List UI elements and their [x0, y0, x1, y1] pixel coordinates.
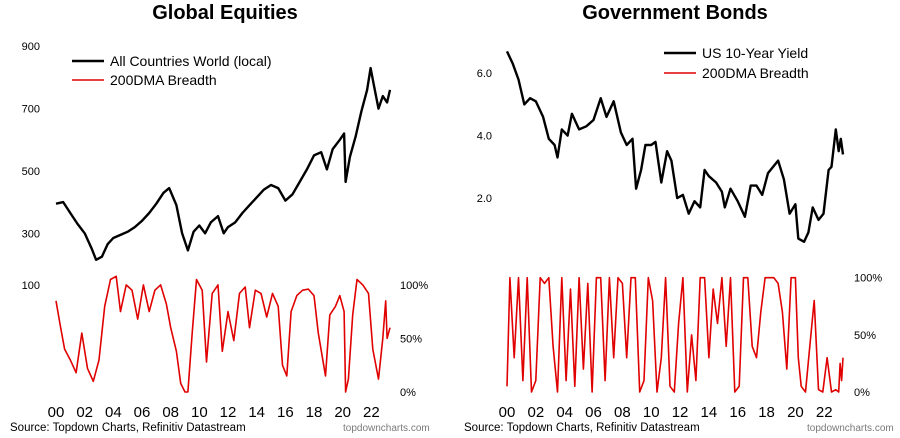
- series-line-us-10-year-yield: [505, 50, 845, 243]
- chart-title: Government Bonds: [582, 2, 768, 24]
- x-tick-label: 22: [363, 404, 380, 421]
- x-tick-label: 20: [334, 404, 351, 421]
- y-tick-label: 700: [22, 104, 40, 116]
- series-line-200dma-breadth: [506, 276, 844, 393]
- y-tick-label: 900: [22, 41, 40, 53]
- x-tick-label: 02: [76, 404, 93, 421]
- source-note: Source: Topdown Charts, Refinitiv Datast…: [464, 422, 700, 434]
- y-tick-label: 4.0: [477, 131, 492, 143]
- x-tick-label: 16: [277, 404, 294, 421]
- legend: US 10-Year Yield 200DMA Breadth: [664, 45, 809, 81]
- x-tick-label: 00: [48, 404, 65, 421]
- x-tick-label: 02: [527, 404, 544, 421]
- x-tick-label: 22: [816, 404, 833, 421]
- y-tick-label-right: 50%: [854, 330, 876, 342]
- y-tick-label-right: 0%: [854, 387, 870, 399]
- legend-label-price: All Countries World (local): [110, 53, 272, 69]
- legend-label-breadth: 200DMA Breadth: [702, 65, 809, 81]
- legend: All Countries World (local) 200DMA Bread…: [72, 53, 272, 88]
- legend-label-yield: US 10-Year Yield: [702, 45, 808, 61]
- x-tick-label: 04: [556, 404, 573, 421]
- x-tick-label: 06: [134, 404, 151, 421]
- chart-government-bonds: Government Bonds 6.0 4.0 2.0 100% 50% 0% 00 0…: [450, 0, 900, 438]
- x-tick-label: 06: [585, 404, 602, 421]
- chart-global-equities: Global Equities 900 700 500 300 100 100% 50% 0…: [10, 2, 430, 434]
- y-tick-label-right: 0%: [400, 387, 416, 399]
- x-tick-label: 14: [701, 404, 718, 421]
- y-tick-label: 2.0: [477, 193, 492, 205]
- y-tick-label-right: 100%: [854, 273, 882, 285]
- x-tick-label: 18: [758, 404, 775, 421]
- y-tick-label-left: 100: [22, 280, 40, 292]
- series-line-all-countries-world: [55, 66, 392, 261]
- legend-label-breadth: 200DMA Breadth: [110, 72, 217, 88]
- source-note: Source: Topdown Charts, Refinitiv Datast…: [10, 422, 246, 434]
- y-tick-label: 6.0: [477, 68, 492, 80]
- x-tick-label: 00: [499, 404, 516, 421]
- x-tick-label: 10: [643, 404, 660, 421]
- y-tick-label: 300: [22, 228, 40, 240]
- x-tick-label: 20: [787, 404, 804, 421]
- x-tick-label: 18: [306, 404, 323, 421]
- chart-title: Global Equities: [152, 2, 298, 24]
- series-line-200dma-breadth: [55, 275, 391, 393]
- x-tick-label: 04: [105, 404, 122, 421]
- chart-government-bonds-svg: 6.0 4.0 2.0 100% 50% 0% 00 02 04 06 08 10 12 14 16 18…: [477, 45, 883, 421]
- chart-global-equities-svg: 900 700 500 300 100 100% 50% 0% 00 02 04 06 08 10 12…: [22, 41, 429, 421]
- x-tick-label: 12: [220, 404, 237, 421]
- x-tick-label: 10: [191, 404, 208, 421]
- x-tick-label: 08: [614, 404, 631, 421]
- watermark: topdowncharts.com: [807, 423, 894, 434]
- x-tick-label: 16: [729, 404, 746, 421]
- y-tick-label-right: 50%: [400, 333, 422, 345]
- watermark: topdowncharts.com: [343, 423, 430, 434]
- y-tick-label-right: 100%: [400, 280, 428, 292]
- y-tick-label: 500: [22, 166, 40, 178]
- x-tick-label: 14: [248, 404, 265, 421]
- x-tick-label: 08: [162, 404, 179, 421]
- x-tick-label: 12: [672, 404, 689, 421]
